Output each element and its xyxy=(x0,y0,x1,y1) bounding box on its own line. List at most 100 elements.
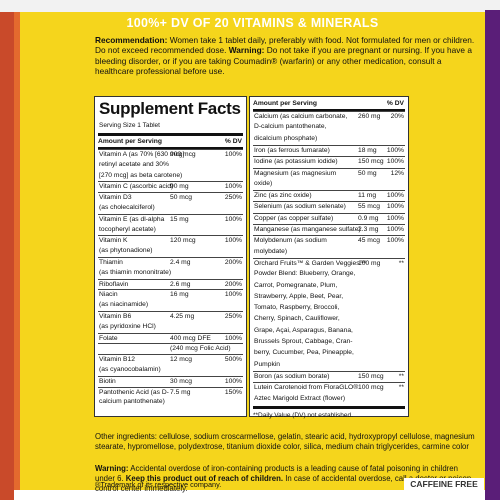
nutrient-dv: 20% xyxy=(390,113,404,120)
nutrient-dv: 100% xyxy=(224,377,242,385)
dv-header-label: % DV xyxy=(386,100,404,107)
box-bottom-edge xyxy=(14,490,485,500)
nutrient-name: molybdate) xyxy=(254,247,288,255)
nutrient-amount: 150 mcg xyxy=(358,372,384,380)
recommendation-label: Recommendation: xyxy=(95,35,168,45)
nutrient-dv: 100% xyxy=(224,183,242,191)
nutrient-name: (as pyridoxine HCl) xyxy=(99,322,156,330)
trademark-note: ®Trademark of its respective company. xyxy=(95,480,222,489)
supplement-facts-right-panel: Amount per Serving % DV Calcium (as calc… xyxy=(249,96,409,419)
nutrient-name: Powder Blend: Blueberry, Orange, xyxy=(254,270,356,278)
nutrient-name: Vitamin D3 xyxy=(99,194,132,202)
nutrient-amount: (240 mcg Folic Acid) xyxy=(170,345,231,353)
nutrient-name: tocopheryl acetate) xyxy=(99,225,156,233)
nutrient-row: Carrot, Pomegranate, Plum, xyxy=(253,281,405,292)
nutrient-amount: 2.6 mg xyxy=(170,280,191,288)
nutrient-row: Vitamin B12 12 mcg 500% xyxy=(98,354,243,366)
box-left-edge xyxy=(0,12,14,500)
nutrient-amount: 4.25 mg xyxy=(170,313,195,320)
nutrient-dv: 200% xyxy=(224,280,242,288)
supplement-facts-title: Supplement Facts xyxy=(99,99,241,118)
nutrient-dv: ** xyxy=(398,384,404,392)
nutrient-row: (as cyanocobalamin) xyxy=(98,365,243,376)
nutrient-amount: 260 mg xyxy=(358,113,381,120)
nutrient-row: D-calcium pantothenate, xyxy=(253,122,405,133)
nutrient-name: Pantothenic Acid (as D- xyxy=(99,388,169,396)
nutrient-row: Iron (as ferrous fumarate) 18 mg 100% xyxy=(253,144,405,157)
nutrient-name: Cherry, Spinach, Cauliflower, xyxy=(254,315,340,323)
nutrient-row: (as pyridoxine HCl) xyxy=(98,322,243,333)
divider-bar xyxy=(98,147,243,149)
nutrient-row: Cherry, Spinach, Cauliflower, xyxy=(253,314,405,325)
nutrient-name: Thiamin xyxy=(99,259,123,266)
dv-footnote: **Daily Value (DV) not established. xyxy=(253,412,353,419)
nutrient-dv: 100% xyxy=(386,226,404,233)
nutrient-name: Tomato, Raspberry, Broccoli, xyxy=(254,304,340,312)
nutrient-amount: 15 mg xyxy=(170,215,189,223)
nutrient-row: dicalcium phosphate) xyxy=(253,134,405,145)
nutrient-dv: 100% xyxy=(386,203,404,211)
amount-header-label: Amount per Serving xyxy=(253,100,317,107)
nutrient-name: retinyl acetate and 30% xyxy=(99,160,169,168)
nutrient-dv: 100% xyxy=(386,214,404,222)
nutrient-row: molybdate) xyxy=(253,247,405,258)
nutrient-row: retinyl acetate and 30% xyxy=(98,160,243,171)
nutrient-name: Selenium (as sodium selenate) xyxy=(254,203,346,211)
amount-header: Amount per Serving % DV xyxy=(253,100,405,107)
nutrient-dv: 500% xyxy=(224,356,242,364)
nutrient-name: Strawberry, Apple, Beet, Pear, xyxy=(254,292,344,300)
nutrient-name: Brussels Sprout, Cabbage, Cran- xyxy=(254,338,353,345)
nutrient-name: Aztec Marigold Extract (flower) xyxy=(254,394,346,402)
nutrient-amount: 50 mcg xyxy=(170,194,192,202)
nutrient-name: Molybdenum (as sodium xyxy=(254,237,327,245)
iron-warning-text-2: In case of accidental overdose, call a d… xyxy=(95,474,472,493)
nutrient-row: Magnesium (as magnesium 50 mg 12% xyxy=(253,167,405,180)
nutrient-name: Iron (as ferrous fumarate) xyxy=(254,146,330,154)
amount-header: Amount per Serving % DV xyxy=(98,138,243,145)
nutrient-row: Iodine (as potassium iodide) 150 mcg 100% xyxy=(253,156,405,168)
nutrient-amount: 120 mcg xyxy=(170,237,196,245)
nutrient-name: Folate xyxy=(99,334,118,342)
supplement-facts-left-panel: Supplement Facts Serving Size 1 Tablet A… xyxy=(94,96,247,417)
nutrient-name: Boron (as sodium borate) xyxy=(254,372,330,380)
box-right-edge xyxy=(485,10,500,500)
nutrient-amount: 0.9 mg xyxy=(358,214,379,222)
nutrient-name: (as niacinamide) xyxy=(99,301,149,309)
nutrient-amount: 400 mcg DFE xyxy=(170,334,211,342)
nutrient-row: Aztec Marigold Extract (flower) xyxy=(253,394,405,405)
nutrient-row: Folate 400 mcg DFE 100% xyxy=(98,332,243,345)
nutrient-amount: 2.3 mg xyxy=(358,226,379,233)
nutrient-row: Vitamin C (ascorbic acid) 90 mg 100% xyxy=(98,181,243,193)
nutrient-amount: 45 mcg xyxy=(358,237,380,245)
nutrient-name: calcium pantothenate) xyxy=(99,398,165,406)
nutrient-row: berry, Cucumber, Pea, Pineapple, xyxy=(253,348,405,359)
nutrient-dv: 100% xyxy=(224,291,242,299)
nutrient-row: Pumpkin xyxy=(253,360,405,371)
nutrient-row: Vitamin B6 4.25 mg 250% xyxy=(98,311,243,323)
headline: 100%+ DV OF 20 VITAMINS & MINERALS xyxy=(126,16,379,30)
nutrient-amount: 55 mcg xyxy=(358,203,380,211)
nutrient-row: Thiamin 2.4 mg 200% xyxy=(98,257,243,269)
nutrient-dv: 200% xyxy=(224,259,242,266)
divider-bar xyxy=(253,109,405,111)
nutrient-row: Lutein Carotenoid from FloraGLO® 100 mcg *… xyxy=(253,382,405,394)
nutrient-name: Vitamin C (ascorbic acid) xyxy=(99,183,174,191)
nutrient-dv: 250% xyxy=(224,194,242,202)
nutrient-row: Grape, Açai, Asparagus, Banana, xyxy=(253,326,405,337)
nutrient-name: Vitamin A (as 70% [630 mcg] xyxy=(99,151,185,158)
nutrient-row: Strawberry, Apple, Beet, Pear, xyxy=(253,292,405,303)
nutrient-row: Powder Blend: Blueberry, Orange, xyxy=(253,269,405,280)
iron-warning: Warning: Accidental overdose of iron-con… xyxy=(95,464,475,494)
nutrient-amount: 100 mcg xyxy=(358,384,384,392)
nutrient-row: [270 mcg] as beta carotene) xyxy=(98,171,243,182)
nutrient-name: [270 mcg] as beta carotene) xyxy=(99,171,183,179)
nutrient-name: Niacin xyxy=(99,291,118,299)
nutrient-row: Niacin 16 mg 100% xyxy=(98,289,243,301)
nutrient-row: Vitamin K 120 mcg 100% xyxy=(98,235,243,247)
nutrient-row: Vitamin E (as dl-alpha 15 mg 100% xyxy=(98,213,243,226)
nutrient-name: (as cyanocobalamin) xyxy=(99,366,161,373)
nutrient-amount: 18 mg xyxy=(358,146,377,154)
nutrient-amount: 12 mcg xyxy=(170,356,192,364)
warning-body: Do not take if you are pregnant or nursi… xyxy=(95,45,472,77)
caffeine-free-badge: CAFFEINE FREE xyxy=(404,478,484,490)
